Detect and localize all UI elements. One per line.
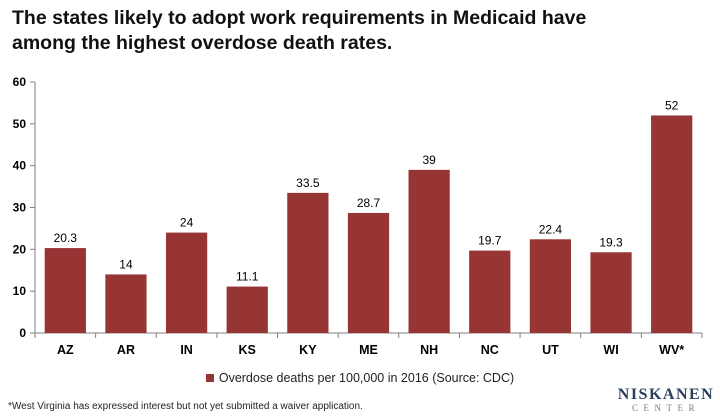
data-label: 19.7: [478, 234, 502, 248]
y-tick-label: 60: [13, 75, 27, 89]
bar: [226, 286, 268, 333]
legend: Overdose deaths per 100,000 in 2016 (Sou…: [0, 370, 720, 386]
footnote: *West Virginia has expressed interest bu…: [8, 401, 363, 412]
x-tick-label: KS: [239, 343, 256, 357]
x-tick-label: WV*: [659, 343, 684, 357]
bar: [529, 239, 572, 333]
bar: [165, 232, 208, 333]
bar: [347, 212, 390, 333]
bar-chart: 0 10 20 30 40 50 60 20.3 AZ 14 AR 24 IN 11.1 KS 33.5 KY 2…: [13, 75, 703, 357]
bar: [287, 192, 329, 333]
bar: [105, 274, 147, 333]
bar: [590, 252, 632, 333]
data-label: 22.4: [539, 222, 563, 236]
legend-label: Overdose deaths per 100,000 in 2016 (Sou…: [218, 371, 515, 385]
data-label: 19.3: [599, 235, 623, 249]
bar: [408, 169, 450, 333]
y-tick-label: 20: [13, 242, 27, 256]
x-tick-label: AZ: [57, 343, 74, 357]
x-tick-label: NC: [481, 343, 499, 357]
chart-title: The states likely to adopt work requirem…: [12, 7, 587, 54]
x-tick-label: NH: [420, 343, 438, 357]
data-label: 28.7: [357, 196, 381, 210]
data-label: 14: [119, 257, 133, 271]
x-tick-label: UT: [542, 343, 559, 357]
x-tick-label: KY: [299, 343, 317, 357]
y-tick-label: 30: [13, 201, 27, 215]
y-tick-label: 40: [13, 159, 27, 173]
bar: [44, 248, 86, 333]
bar: [469, 250, 511, 333]
x-tick-label: AR: [117, 343, 135, 357]
data-label: 20.3: [54, 231, 78, 245]
logo-subtitle: CENTER: [632, 403, 700, 413]
data-label: 24: [180, 216, 194, 230]
x-tick-label: ME: [359, 343, 378, 357]
data-label: 11.1: [236, 270, 259, 284]
legend-swatch: [205, 374, 214, 382]
x-tick-label: WI: [603, 343, 618, 357]
bar: [651, 115, 693, 333]
y-tick-label: 50: [13, 117, 27, 131]
logo-wordmark: NISKANEN: [617, 386, 715, 403]
data-label: 39: [422, 153, 436, 167]
niskanen-logo: NISKANEN CENTER: [616, 386, 716, 414]
data-label: 52: [665, 98, 679, 112]
y-tick-label: 0: [19, 326, 26, 340]
y-tick-label: 10: [13, 284, 27, 298]
x-tick-label: IN: [180, 343, 193, 357]
data-label: 33.5: [296, 176, 320, 190]
